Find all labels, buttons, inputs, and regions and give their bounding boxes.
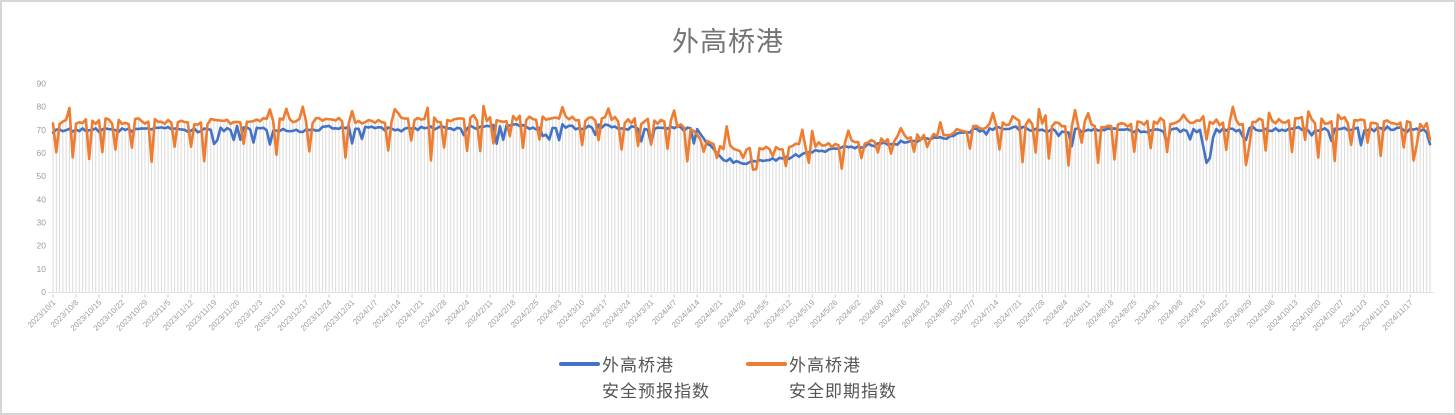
x-tick-marks xyxy=(52,294,1411,298)
y-tick-label: 50 xyxy=(37,171,47,181)
forecast-series-line xyxy=(51,122,1432,166)
spot-series-line xyxy=(51,104,1432,172)
legend-item-spot: 外高桥港 安全即期指数 xyxy=(746,353,897,405)
spot-line-swatch xyxy=(746,362,787,366)
y-tick-label: 10 xyxy=(37,264,47,274)
legend-label-spot: 外高桥港 安全即期指数 xyxy=(789,353,897,405)
legend-item-forecast: 外高桥港 安全预报指数 xyxy=(559,353,710,405)
y-tick-label: 80 xyxy=(37,102,47,112)
chart-title: 外高桥港 xyxy=(672,27,784,57)
y-tick-label: 0 xyxy=(41,287,46,297)
y-tick-label: 20 xyxy=(37,241,47,251)
legend-label-spot-line2: 安全即期指数 xyxy=(789,382,897,401)
forecast-line-swatch xyxy=(559,362,600,366)
legend-label-forecast-line1: 外高桥港 xyxy=(602,356,674,375)
y-tick-label: 90 xyxy=(37,79,47,89)
legend-label-spot-line1: 外高桥港 xyxy=(789,356,861,375)
droplines xyxy=(52,107,1431,292)
y-tick-label: 70 xyxy=(37,125,47,135)
y-tick-label: 40 xyxy=(37,194,47,204)
legend-label-forecast: 外高桥港 安全预报指数 xyxy=(602,353,710,405)
legend-label-forecast-line2: 安全预报指数 xyxy=(602,382,710,401)
legend: 外高桥港 安全预报指数 外高桥港 安全即期指数 xyxy=(2,353,1454,405)
y-tick-label: 60 xyxy=(37,148,47,158)
y-tick-label: 30 xyxy=(37,218,47,228)
